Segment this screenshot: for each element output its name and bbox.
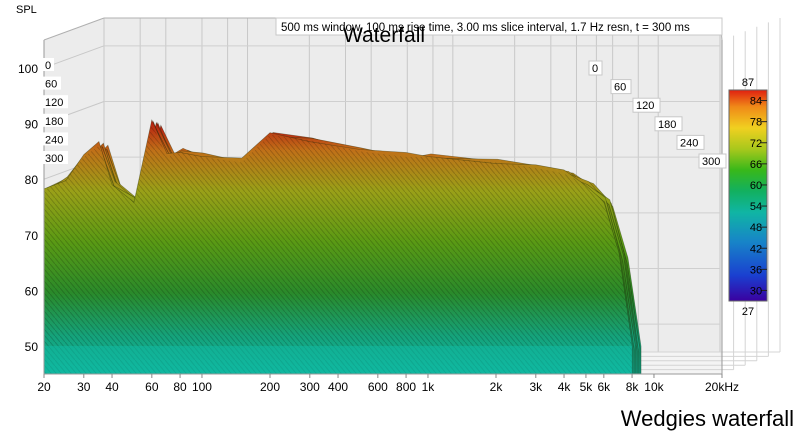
time-tick-bg-right [698,153,727,169]
y-tick-label: 70 [25,229,39,243]
time-tick-bg-left [43,76,61,90]
colorbar-tick-label: 84 [750,96,762,108]
surface-texture [44,123,633,374]
x-axis-ticks: 20 30 40 60 80 100 200 300 400 600 800 1k 2k 3k 4k 5k 6k… [37,374,739,394]
time-tick-label-right: 120 [636,100,654,112]
colorbar-gradient [728,89,768,302]
time-tick-bg-left [43,58,54,71]
y-axis-ticks: 50 60 70 80 90 100 [18,62,38,354]
time-tick-bg-left [43,95,68,109]
x-tick-label: 600 [368,380,388,394]
time-tick-label-left: 60 [45,79,57,91]
waterfall-surface [43,118,642,375]
figure-caption: Wedgies waterfall [620,406,794,431]
x-tick-label: 6k [597,380,611,394]
x-tick-label: 10k [644,380,664,394]
time-tick-label-right: 0 [592,63,598,75]
time-tick-label-left: 240 [45,134,63,146]
x-tick-label: 300 [300,380,320,394]
time-tick-label-right: 180 [658,119,676,131]
x-tick-label: 200 [260,380,280,394]
y-axis-label: SPL [16,4,37,16]
colorbar-max-label: 87 [742,77,754,89]
x-tick-label: 30 [77,380,91,394]
x-tick-label: 40 [105,380,119,394]
time-tick-label-left: 180 [45,116,63,128]
time-tick-bg-right [676,134,705,150]
colorbar-tick-label: 78 [750,117,762,129]
time-tick-label-left: 120 [45,97,63,109]
x-tick-label: 4k [558,380,572,394]
y-tick-label: 50 [25,340,39,354]
x-tick-label: 80 [173,380,187,394]
time-tick-bg-right [654,116,683,132]
colorbar-min-label: 27 [742,306,754,318]
colorbar-tick-label: 30 [750,285,762,297]
colorbar-tick-label: 72 [750,138,762,150]
colorbar-tick-label: 60 [750,180,762,192]
time-tick-label-right: 300 [702,156,720,168]
colorbar-tick-label: 36 [750,264,762,276]
colorbar-tick-label: 48 [750,222,762,234]
x-tick-label: 100 [192,380,212,394]
time-tick-bg-right [632,97,661,113]
time-tick-bg-right [610,79,632,95]
x-tick-label: 20 [37,380,51,394]
colorbar-tick-label: 66 [750,159,762,171]
y-tick-label: 60 [25,285,39,299]
time-tick-label-left: 0 [45,60,51,72]
y-tick-label: 100 [18,62,38,76]
time-tick-label-right: 60 [614,82,626,94]
y-tick-label: 90 [25,118,39,132]
x-tick-label: 20kHz [705,380,739,394]
y-tick-label: 80 [25,173,39,187]
time-tick-label-left: 300 [45,153,63,165]
colorbar-tick-label: 54 [750,201,762,213]
time-tick-bg-left [43,113,68,127]
time-tick-bg-left [43,151,68,164]
colorbar: 30 36 42 48 54 60 66 72 78 84 87 27 [728,77,768,318]
x-tick-label: 1k [422,380,436,394]
x-tick-label: 3k [529,380,543,394]
time-tick-bg-right [588,60,603,76]
x-tick-label: 400 [328,380,348,394]
chart-subtitle: 500 ms window, 100 ms rise time, 3.00 ms… [281,22,690,34]
x-tick-label: 800 [396,380,416,394]
subtitle-box [275,17,723,36]
chart-title: Waterfall [343,24,425,47]
time-tick-label-right: 240 [680,137,698,149]
x-tick-label: 8k [626,380,640,394]
x-tick-label: 60 [145,380,159,394]
surface-floor [44,346,633,374]
x-tick-label: 2k [490,380,504,394]
time-tick-bg-left [43,132,68,146]
time-axis-ticks: 0 0 60 60 120 120 180 180 240 240 300 300 [43,58,727,169]
x-tick-label: 5k [580,380,594,394]
colorbar-tick-label: 42 [750,243,762,255]
